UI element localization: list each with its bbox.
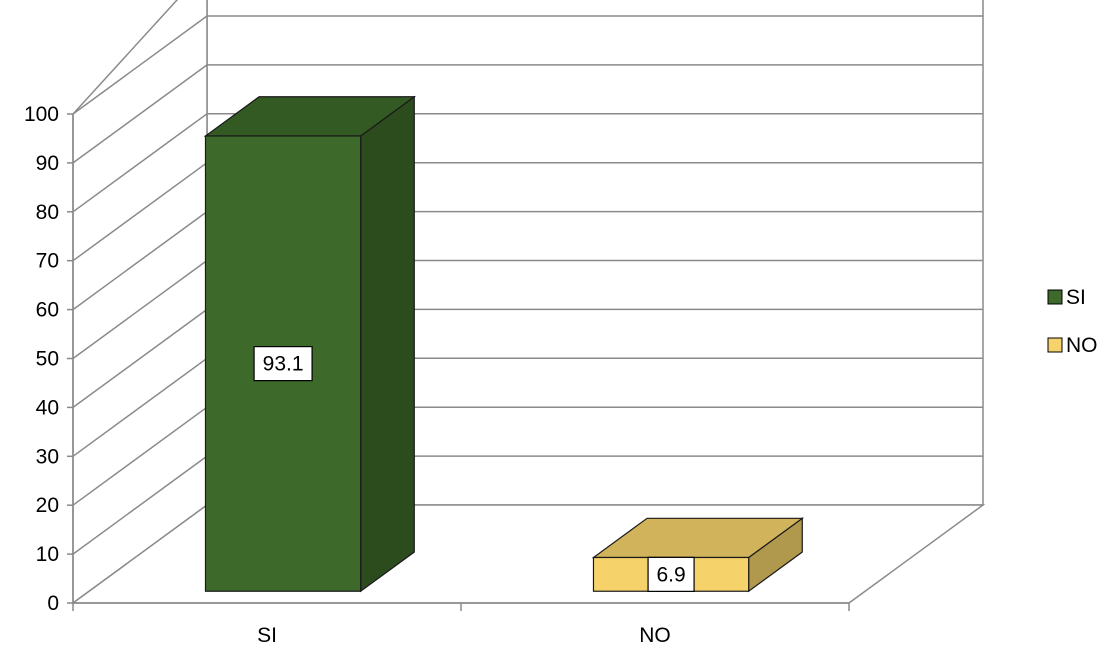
gridline-side xyxy=(72,162,208,262)
y-tick-label: 20 xyxy=(36,494,59,517)
gridline-side xyxy=(72,210,208,311)
y-tick-label: 100 xyxy=(24,103,59,126)
data-label: 6.9 xyxy=(656,563,685,586)
y-tick-label: 0 xyxy=(47,592,59,615)
legend-swatch xyxy=(1047,337,1063,353)
gridline-side xyxy=(72,15,208,115)
gridline-side xyxy=(72,357,208,457)
gridline-side xyxy=(72,406,208,506)
legend: SI NO xyxy=(1047,286,1098,357)
legend-label: SI xyxy=(1066,286,1086,309)
bar-side xyxy=(360,95,415,593)
y-tick-label: 10 xyxy=(36,543,59,566)
data-label-box xyxy=(253,346,313,382)
y-tick-label: 30 xyxy=(36,445,59,468)
bars xyxy=(203,95,805,593)
gridline-side xyxy=(72,113,208,213)
data-label-box xyxy=(647,556,695,592)
gridline-side xyxy=(72,308,208,409)
x-tick-label: NO xyxy=(639,624,671,647)
legend-swatch xyxy=(1047,289,1063,305)
y-tick-label: 60 xyxy=(36,299,59,322)
gridline-side xyxy=(72,64,208,164)
y-tick-label: 40 xyxy=(36,396,59,419)
data-label: 93.1 xyxy=(263,353,304,376)
y-tick-label: 70 xyxy=(36,250,59,273)
legend-label: NO xyxy=(1066,334,1098,357)
gridline-side xyxy=(72,455,208,555)
data-labels: 93.1 6.9 xyxy=(253,346,695,592)
x-tick-label: SI xyxy=(257,624,277,647)
y-axis: 0 10 20 30 40 50 60 70 80 90 100 xyxy=(24,103,74,615)
y-tick-label: 90 xyxy=(36,152,59,175)
gridline-side xyxy=(72,259,208,360)
x-axis: SI NO xyxy=(72,602,850,647)
y-tick-label: 80 xyxy=(36,201,59,224)
y-tick-label: 50 xyxy=(36,348,59,371)
side-wall xyxy=(72,0,208,605)
